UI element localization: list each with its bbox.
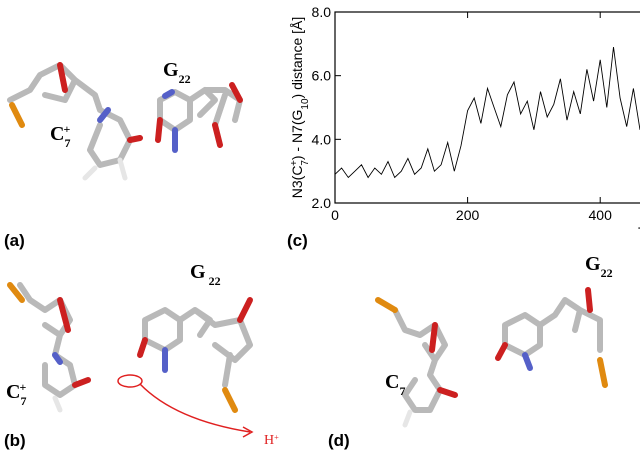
molecule-label-part: + xyxy=(63,122,70,136)
molecule-label: G22 xyxy=(585,253,613,280)
molecule-d-c7 xyxy=(375,297,458,428)
y-tick-label: 4.0 xyxy=(312,131,332,147)
molecule-label: G 22 xyxy=(190,261,221,288)
molecule-label-part: 7 xyxy=(399,384,405,398)
y-axis-label-part: ) distance [Å] xyxy=(289,17,305,99)
molecule-label-part: 22 xyxy=(601,266,613,280)
molecule-label-part: C xyxy=(50,123,64,145)
molecule-label: C7 xyxy=(385,371,405,398)
y-tick-label: 8.0 xyxy=(312,4,332,20)
arrow-head xyxy=(242,426,254,438)
y-axis-label-part: N3(C xyxy=(289,166,305,199)
molecule-label-part: C xyxy=(6,381,20,403)
molecule-label-part: C xyxy=(385,371,399,393)
y-axis-label-part: + xyxy=(289,160,300,166)
molecule-label-part: G xyxy=(585,253,601,275)
molecule-b-g22 xyxy=(137,297,253,413)
proton-arrow xyxy=(139,383,251,433)
molecule-label-part: G xyxy=(190,261,206,283)
x-tick-label: 0 xyxy=(331,207,339,223)
molecule-label-part: H xyxy=(264,433,274,448)
molecule-label: G22 xyxy=(163,59,191,86)
panel-label: (d) xyxy=(328,431,350,450)
molecule-label-part: 22 xyxy=(206,274,221,288)
molecule-label-part: 7 xyxy=(20,394,26,408)
molecule-a-g22 xyxy=(155,82,243,153)
molecule-label-part: 7 xyxy=(64,136,70,150)
molecule-label-part: 22 xyxy=(179,72,191,86)
y-tick-label: 6.0 xyxy=(312,68,332,84)
molecule-label: C7+ xyxy=(6,380,26,408)
lone-pair-highlight xyxy=(117,374,143,388)
molecule-a-c7 xyxy=(7,62,143,181)
y-axis-label-part: 7 xyxy=(300,160,311,166)
y-axis-label-part: 10 xyxy=(300,98,311,110)
molecule-label: C7+ xyxy=(50,122,70,150)
panel-label: (c) xyxy=(287,231,308,250)
y-axis-label: N3(C7+) - N7(G10) distance [Å] xyxy=(289,17,311,198)
distance-line xyxy=(334,46,640,179)
plot-frame xyxy=(334,11,640,204)
x-tick-label: 200 xyxy=(456,207,480,223)
x-tick-label: 400 xyxy=(589,207,613,223)
x-axis-label: Time [ps] xyxy=(638,224,640,240)
molecule-label-part: + xyxy=(274,433,279,442)
y-tick-label: 2.0 xyxy=(312,195,332,211)
molecule-b-c7 xyxy=(7,282,91,413)
distance-chart: 020040060080010002.04.06.08.0Time [ps]N3… xyxy=(289,4,640,240)
y-axis-label-part: ) - N7(G xyxy=(289,110,305,161)
molecule-label-part: G xyxy=(163,59,179,81)
molecule-d-g22 xyxy=(495,287,608,388)
molecule-label: H+ xyxy=(264,433,279,449)
panel-label: (b) xyxy=(4,431,26,450)
panel-label: (a) xyxy=(4,231,25,250)
molecule-label-part: + xyxy=(19,380,26,394)
